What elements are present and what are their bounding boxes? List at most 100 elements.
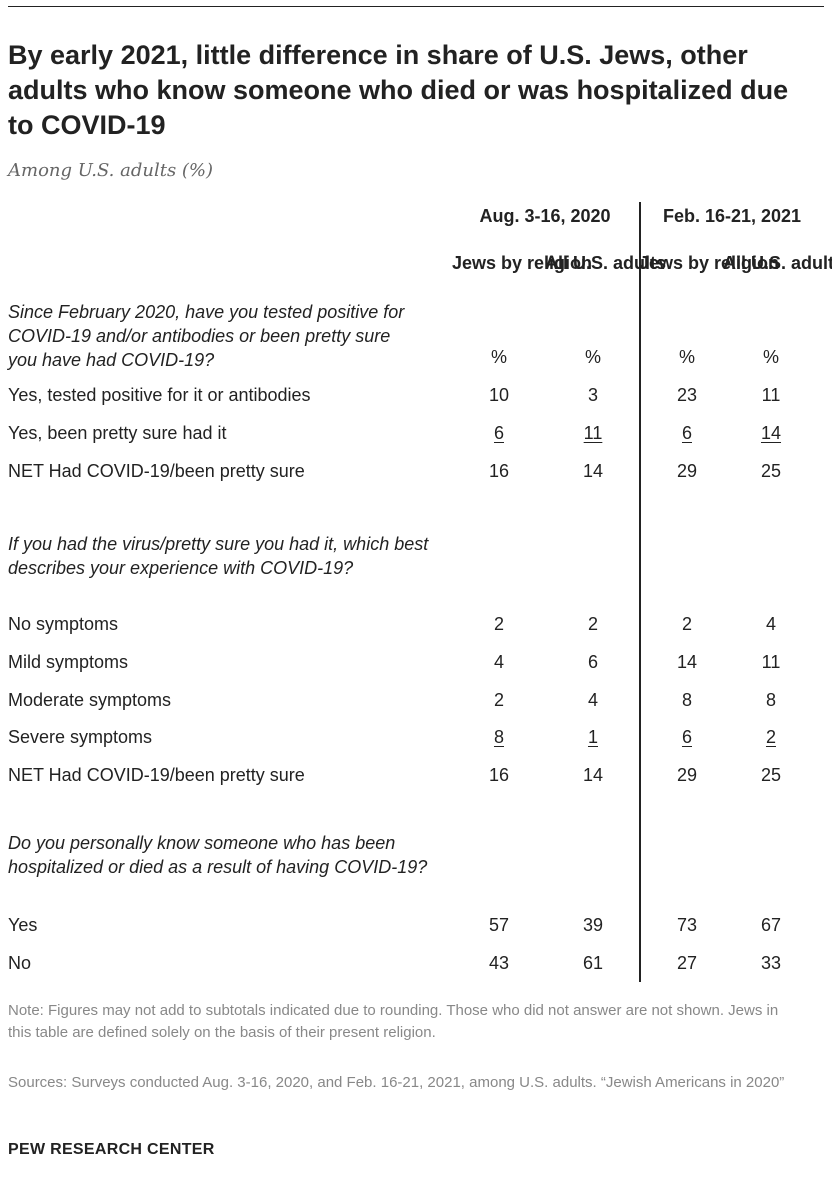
row-label: No symptoms [8,614,119,634]
table-cell: 16 [464,765,534,786]
cell-value: 4 [765,614,776,634]
cell-value: 14 [582,765,604,786]
table-cell: 25 [736,765,806,786]
column-header-all-2021: All U.S. adults [723,251,832,275]
cell-value: 33 [760,952,782,973]
cell-value: 11 [583,422,603,443]
cell-value: 73 [676,915,698,935]
cell-value: 4 [493,651,504,672]
table-cell: 4 [464,652,534,673]
cell-value: 57 [488,915,510,935]
table-cell: 25 [736,461,806,482]
cell-value: 43 [488,952,510,973]
cell-value: 25 [760,765,782,786]
column-header-jews-2021: Jews by religion [639,251,779,275]
cell-value: 11 [761,385,781,405]
cell-value: 6 [587,651,598,672]
table-cell: 2 [558,614,628,635]
table-cell: 16 [464,461,534,482]
cell-value: 16 [488,460,510,481]
table-cell: 11 [558,423,628,444]
row-label: Moderate symptoms [8,689,172,710]
period-divider [639,202,641,982]
cell-value: 8 [765,689,776,710]
question-3: Do you personally know someone who has b… [8,833,428,877]
table-cell: 6 [558,652,628,673]
row-label: Yes, been pretty sure had it [8,422,227,443]
table-cell: 61 [558,953,628,974]
table-cell: 14 [558,765,628,786]
cell-value: 6 [681,727,692,748]
cell-value: 3 [587,385,598,405]
table-cell: 1 [558,727,628,748]
table-cell: 14 [558,461,628,482]
cell-value: 23 [676,385,698,405]
table-cell: 3 [558,385,628,406]
table-cell: 33 [736,953,806,974]
table-cell: 6 [652,727,722,748]
column-header-label: All U.S. adults [545,253,667,273]
row-label: No [8,952,32,973]
cell-value: 14 [676,651,698,672]
table-cell: 11 [736,385,806,406]
percent-symbol: % [762,347,779,367]
top-rule [8,6,824,7]
cell-value: 29 [676,460,698,481]
cell-value: 2 [493,614,504,634]
table-cell: 27 [652,953,722,974]
table-cell: 11 [736,652,806,673]
cell-value: 67 [760,915,782,935]
column-header-all-2020: All U.S. adults [545,251,666,275]
table-cell: 4 [736,614,806,635]
column-header-label: All U.S. adults [723,253,832,273]
table-cell: 14 [736,423,806,444]
percent-symbol: % [490,347,507,367]
cell-value: 25 [760,460,782,481]
table-cell: 57 [464,915,534,936]
table-cell: 43 [464,953,534,974]
table-cell: 10 [464,385,534,406]
source-note: Sources: Surveys conducted Aug. 3-16, 20… [8,1074,785,1091]
row-label: Yes, tested positive for it or antibodie… [8,385,311,405]
table-cell: 8 [464,727,534,748]
table-cell: 29 [652,765,722,786]
table-cell: 6 [652,423,722,444]
cell-value: 2 [493,689,504,710]
column-header-jews-2020: Jews by religion [452,251,592,275]
cell-value: 4 [587,689,598,710]
cell-value: 8 [681,689,692,710]
table-cell: 2 [736,727,806,748]
chart-subtitle: Among U.S. adults (%) [8,160,214,181]
table-cell: 73 [652,915,722,936]
cell-value: 16 [488,765,510,786]
cell-value: 14 [582,460,604,481]
cell-value: 1 [587,727,598,748]
cell-value: 29 [676,765,698,786]
question-1: Since February 2020, have you tested pos… [8,302,405,370]
table-cell: 39 [558,915,628,936]
cell-value: 10 [488,385,510,405]
chart-title: By early 2021, little difference in shar… [8,40,789,140]
footnote: Note: Figures may not add to subtotals i… [8,1002,779,1041]
row-label: NET Had COVID-19/been pretty sure [8,460,305,481]
cell-value: 2 [587,614,598,634]
table-cell: 8 [652,690,722,711]
cell-value: 61 [582,952,604,973]
table-cell: 8 [736,690,806,711]
table-cell: 23 [652,385,722,406]
table-cell: 2 [464,614,534,635]
table-cell: 4 [558,690,628,711]
cell-value: 14 [760,422,782,443]
cell-value: 6 [681,422,692,443]
cell-value: 39 [582,915,604,935]
table-cell: 29 [652,461,722,482]
percent-symbol: % [584,347,601,367]
period-header-aug-2020: Aug. 3-16, 2020 [479,206,611,226]
row-label: Severe symptoms [8,727,153,748]
cell-value: 6 [493,422,504,443]
column-header-label: Jews by religion [639,253,780,273]
period-header-feb-2021: Feb. 16-21, 2021 [662,206,802,226]
brand-logo: PEW RESEARCH CENTER [8,1141,215,1158]
column-header-label: Jews by religion [452,253,593,273]
row-label: Yes [8,915,38,935]
